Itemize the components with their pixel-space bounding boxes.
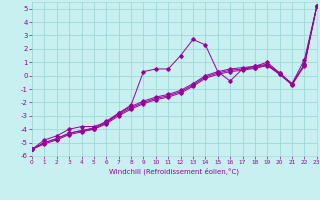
X-axis label: Windchill (Refroidissement éolien,°C): Windchill (Refroidissement éolien,°C) [109,168,239,175]
